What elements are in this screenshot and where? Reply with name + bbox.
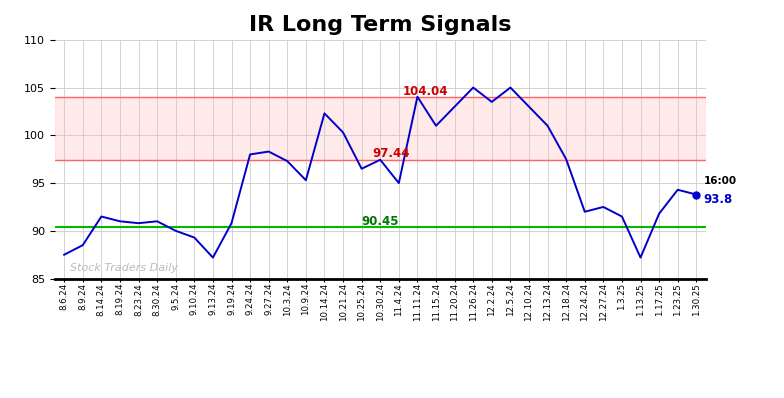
Title: IR Long Term Signals: IR Long Term Signals — [249, 16, 511, 35]
Text: 90.45: 90.45 — [361, 215, 399, 228]
Text: 97.44: 97.44 — [373, 147, 410, 160]
Text: 104.04: 104.04 — [402, 85, 448, 98]
Text: 93.8: 93.8 — [704, 193, 733, 206]
Bar — [55, 97, 706, 160]
Text: Stock Traders Daily: Stock Traders Daily — [70, 263, 178, 273]
Text: 16:00: 16:00 — [704, 176, 737, 186]
